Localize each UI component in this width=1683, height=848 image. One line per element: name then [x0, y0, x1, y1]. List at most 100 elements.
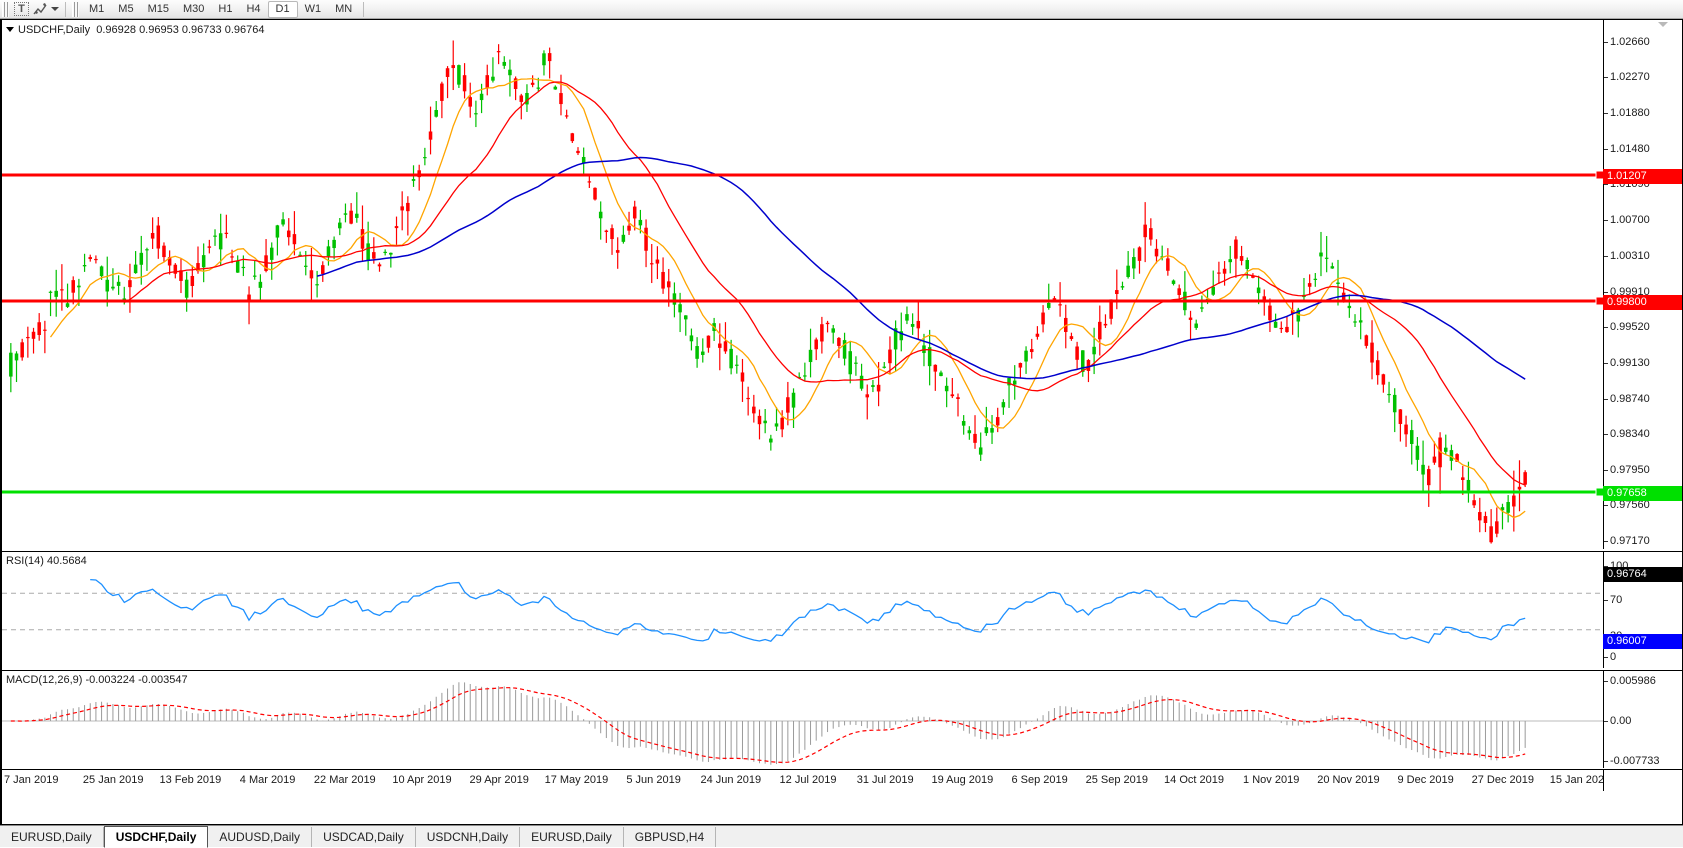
timeframe-button-m15[interactable]: M15: [147, 3, 169, 15]
price-axis-label: 0.99520: [1610, 321, 1650, 333]
price-axis-tick: [1604, 292, 1608, 293]
scroll-indicator-icon[interactable]: [1658, 22, 1668, 27]
price-axis-label: 0.98340: [1610, 428, 1650, 440]
timeframe-button-m5[interactable]: M5: [118, 3, 134, 15]
price-axis-label: 0.99130: [1610, 357, 1650, 369]
chart-tab-5[interactable]: EURUSD,Daily: [520, 827, 624, 847]
rsi-axis-tick: [1604, 600, 1608, 601]
chart-tab-bar[interactable]: EURUSD,Daily USDCHF,Daily AUDUSD,Daily USDC…: [0, 825, 1683, 848]
chart-tab-4[interactable]: USDCNH,Daily: [415, 827, 521, 847]
price-axis-tick: [1604, 149, 1608, 150]
date-axis-label: 14 Oct 2019: [1164, 774, 1224, 786]
rsi-header-label: RSI(14) 40.5684: [6, 555, 87, 567]
timeframe-button-h4[interactable]: H4: [246, 3, 261, 15]
text-tool-button[interactable]: T: [12, 1, 31, 18]
price-axis-label: 0.98740: [1610, 393, 1650, 405]
date-axis-corner: [1603, 770, 1682, 791]
date-axis-label: 24 Jun 2019: [700, 774, 762, 786]
price-axis-label: 0.97170: [1610, 535, 1650, 547]
timeframe-button-d1[interactable]: D1: [267, 0, 298, 18]
date-axis-label: 22 Mar 2019: [313, 774, 376, 786]
rsi-panel[interactable]: 10070300 RSI(14) 40.5684: [2, 551, 1682, 668]
price-tag-0.99800[interactable]: 0.99800: [1603, 295, 1682, 310]
date-axis-label: 13 Feb 2019: [159, 774, 222, 786]
chart-window[interactable]: 1.02660 1.02270 1.01880 1.01480 1.01090 1.007…: [0, 19, 1683, 825]
timeframe-grip[interactable]: [72, 1, 79, 17]
toolbar-grip[interactable]: [2, 1, 9, 17]
chart-tab-2[interactable]: AUDUSD,Daily: [208, 827, 313, 847]
date-axis-label: 27 Dec 2019: [1471, 774, 1534, 786]
price-axis-label: 0.97950: [1610, 464, 1650, 476]
price-axis-label: 1.02660: [1610, 36, 1650, 48]
date-axis: 7 Jan 2019 25 Jan 2019 13 Feb 2019 4 Mar 20…: [2, 769, 1682, 791]
date-axis-label: 5 Jun 2019: [626, 774, 681, 786]
price-axis-label: 1.01880: [1610, 107, 1650, 119]
price-axis-tick: [1604, 363, 1608, 364]
price-axis-tick: [1604, 220, 1608, 221]
macd-axis-tick: [1604, 721, 1608, 722]
rsi-axis-tick: [1604, 657, 1608, 658]
price-axis-tick: [1604, 42, 1608, 43]
macd-histogram-chart: [2, 682, 1606, 765]
date-axis-label: 20 Nov 2019: [1317, 774, 1380, 786]
timeframe-group: M1 M5 M15 M30 H1 H4 D1 W1 MN: [82, 0, 359, 18]
price-tag-1.01207[interactable]: 1.01207: [1603, 169, 1682, 184]
timeframe-button-w1[interactable]: W1: [304, 3, 322, 15]
price-axis-tick: [1604, 541, 1608, 542]
collapse-triangle-icon[interactable]: [6, 27, 14, 32]
date-axis-label: 31 Jul 2019: [856, 774, 914, 786]
price-axis-label: 1.00310: [1610, 250, 1650, 262]
date-axis-label: 25 Sep 2019: [1085, 774, 1148, 786]
indicators-button[interactable]: [31, 1, 61, 18]
macd-axis-label: 0.00: [1610, 715, 1632, 727]
price-axis-tick: [1604, 505, 1608, 506]
timeframe-button-mn[interactable]: MN: [335, 3, 353, 15]
price-axis-tick: [1604, 77, 1608, 78]
macd-axis: 0.005986 0.00 -0.007733: [1603, 671, 1682, 768]
chart-tab-0[interactable]: EURUSD,Daily: [0, 827, 104, 847]
toolbar-separator-2: [363, 1, 365, 17]
date-axis-label: 17 May 2019: [544, 774, 609, 786]
timeframe-button-h1[interactable]: H1: [218, 3, 233, 15]
macd-axis-label: -0.007733: [1610, 755, 1660, 767]
timeframe-button-m1[interactable]: M1: [89, 3, 105, 15]
macd-axis-tick: [1604, 681, 1608, 682]
rsi-line-chart: [2, 578, 1606, 644]
date-axis-label: 9 Dec 2019: [1397, 774, 1454, 786]
macd-panel[interactable]: 0.005986 0.00 -0.007733 MACD(12,26,9) -0.0…: [2, 670, 1682, 768]
price-axis-tick: [1604, 256, 1608, 257]
price-axis[interactable]: 1.02660 1.02270 1.01880 1.01480 1.01090 1.007…: [1603, 20, 1682, 649]
date-axis-label: 12 Jul 2019: [779, 774, 837, 786]
date-axis-label: 1 Nov 2019: [1243, 774, 1300, 786]
price-tag-0.97658[interactable]: 0.97658: [1603, 486, 1682, 501]
date-axis-label: 25 Jan 2019: [82, 774, 144, 786]
price-axis-tick: [1604, 113, 1608, 114]
price-tag-0.96764[interactable]: 0.96764: [1603, 567, 1682, 582]
timeframe-button-m30[interactable]: M30: [182, 3, 205, 15]
candlestick-chart: [2, 40, 1606, 544]
macd-axis-tick: [1604, 761, 1608, 762]
chart-header: USDCHF,Daily 0.96928 0.96953 0.96733 0.9…: [6, 24, 264, 36]
chart-tab-3[interactable]: USDCAD,Daily: [312, 827, 416, 847]
price-axis-tick: [1604, 327, 1608, 328]
chart-ohlc-values: 0.96928 0.96953 0.96733 0.96764: [96, 24, 265, 36]
chart-tab-6[interactable]: GBPUSD,H4: [623, 827, 717, 847]
chevron-down-icon[interactable]: [51, 7, 59, 11]
price-axis-tick: [1604, 399, 1608, 400]
price-plot-area[interactable]: [2, 20, 1606, 549]
macd-plot-area[interactable]: [2, 671, 1606, 768]
macd-axis-label: 0.005986: [1610, 675, 1656, 687]
rsi-axis-label: 70: [1610, 594, 1623, 606]
rsi-plot-area[interactable]: [2, 552, 1606, 668]
price-axis-label: 0.99910: [1610, 286, 1650, 298]
price-panel[interactable]: 1.02660 1.02270 1.01880 1.01480 1.01090 1.007…: [2, 20, 1682, 649]
rsi-axis-label: 0: [1610, 651, 1617, 663]
date-axis-label: 4 Mar 2019: [239, 774, 296, 786]
price-axis-label: 1.01090: [1610, 178, 1650, 190]
price-axis-tick: [1604, 470, 1608, 471]
rsi-axis-tick: [1604, 566, 1608, 567]
price-axis-label: 1.02270: [1610, 71, 1650, 83]
price-tag-0.96007[interactable]: 0.96007: [1603, 634, 1682, 649]
chart-tab-1[interactable]: USDCHF,Daily: [103, 826, 209, 848]
date-axis-label: 7 Jan 2019: [4, 774, 59, 786]
